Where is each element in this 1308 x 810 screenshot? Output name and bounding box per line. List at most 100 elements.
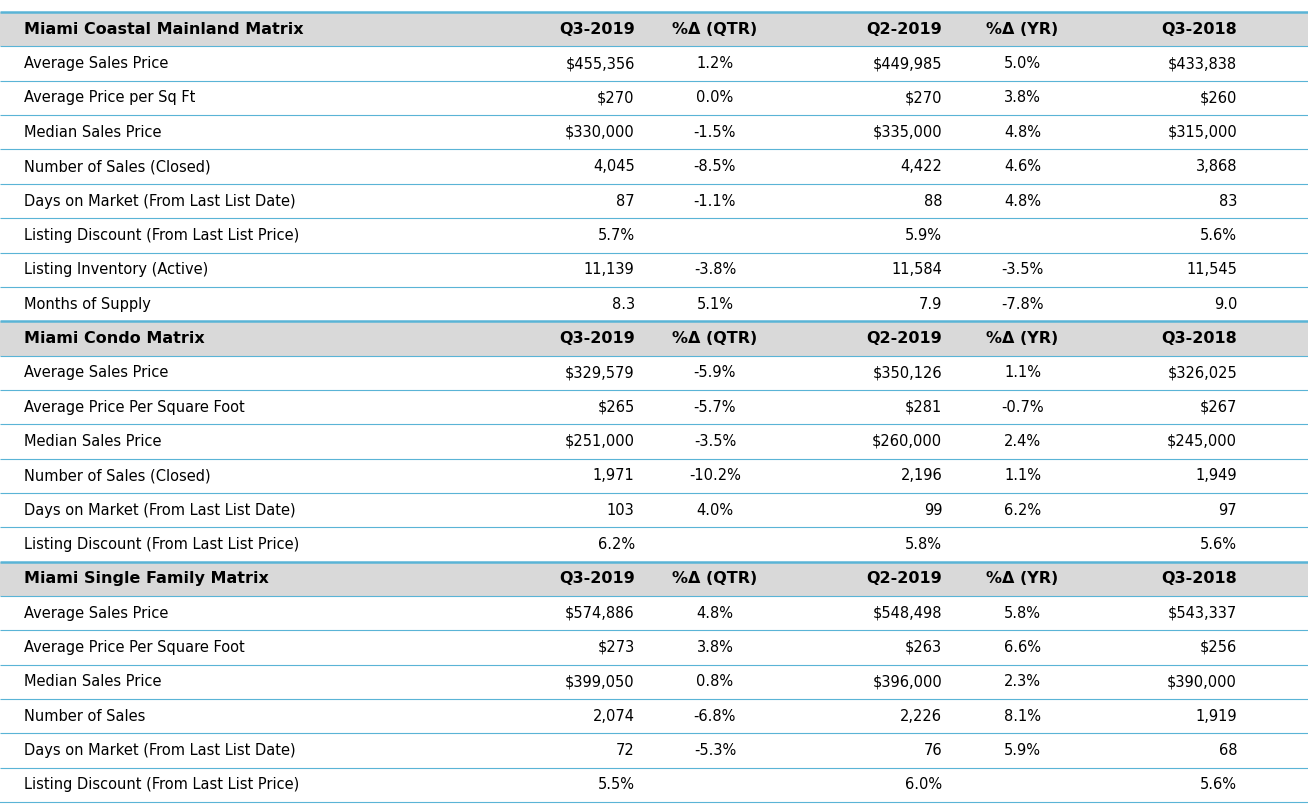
- Text: 0.8%: 0.8%: [696, 674, 734, 689]
- Text: 4.6%: 4.6%: [1005, 160, 1041, 174]
- Bar: [0, 253, 1308, 287]
- Text: 68: 68: [1219, 743, 1237, 758]
- Text: 72: 72: [616, 743, 634, 758]
- Text: Number of Sales (Closed): Number of Sales (Closed): [24, 160, 211, 174]
- Text: Miami Single Family Matrix: Miami Single Family Matrix: [24, 571, 268, 586]
- Text: $326,025: $326,025: [1167, 365, 1237, 380]
- Text: -7.8%: -7.8%: [1002, 296, 1044, 312]
- Bar: [0, 768, 1308, 802]
- Bar: [0, 527, 1308, 561]
- Text: Q3-2019: Q3-2019: [559, 571, 634, 586]
- Text: Listing Discount (From Last List Price): Listing Discount (From Last List Price): [24, 778, 298, 792]
- Text: Miami Coastal Mainland Matrix: Miami Coastal Mainland Matrix: [24, 22, 303, 36]
- Text: -3.8%: -3.8%: [693, 262, 736, 277]
- Text: Average Price per Sq Ft: Average Price per Sq Ft: [24, 91, 195, 105]
- Text: $281: $281: [905, 399, 942, 415]
- Text: -5.9%: -5.9%: [693, 365, 736, 380]
- Bar: [0, 46, 1308, 81]
- Text: Average Sales Price: Average Sales Price: [24, 365, 167, 380]
- Text: 8.3: 8.3: [612, 296, 634, 312]
- Text: Q2-2019: Q2-2019: [866, 330, 942, 346]
- Text: 6.2%: 6.2%: [598, 537, 634, 552]
- Text: $267: $267: [1199, 399, 1237, 415]
- Text: -1.1%: -1.1%: [693, 194, 736, 208]
- Text: $574,886: $574,886: [565, 606, 634, 620]
- Text: 0.0%: 0.0%: [696, 91, 734, 105]
- Text: 5.0%: 5.0%: [1005, 56, 1041, 71]
- Text: $260: $260: [1199, 91, 1237, 105]
- Text: 6.2%: 6.2%: [1005, 502, 1041, 518]
- Text: Average Price Per Square Foot: Average Price Per Square Foot: [24, 399, 245, 415]
- Text: 99: 99: [923, 502, 942, 518]
- Text: 5.6%: 5.6%: [1201, 228, 1237, 243]
- Bar: [0, 630, 1308, 664]
- Text: 3.8%: 3.8%: [1005, 91, 1041, 105]
- Text: -6.8%: -6.8%: [693, 709, 736, 723]
- Text: 5.8%: 5.8%: [905, 537, 942, 552]
- Text: 11,545: 11,545: [1186, 262, 1237, 277]
- Text: $251,000: $251,000: [565, 434, 634, 449]
- Text: $263: $263: [905, 640, 942, 654]
- Text: 4.0%: 4.0%: [696, 502, 734, 518]
- Bar: [0, 733, 1308, 768]
- Text: %Δ (QTR): %Δ (QTR): [672, 571, 757, 586]
- Text: 3.8%: 3.8%: [696, 640, 734, 654]
- Text: -1.5%: -1.5%: [693, 125, 736, 140]
- Text: $315,000: $315,000: [1167, 125, 1237, 140]
- Bar: [0, 12, 1308, 46]
- Text: 88: 88: [923, 194, 942, 208]
- Text: -0.7%: -0.7%: [1001, 399, 1044, 415]
- Bar: [0, 150, 1308, 184]
- Text: Average Sales Price: Average Sales Price: [24, 56, 167, 71]
- Text: $433,838: $433,838: [1168, 56, 1237, 71]
- Text: Q2-2019: Q2-2019: [866, 571, 942, 586]
- Text: 87: 87: [616, 194, 634, 208]
- Text: 5.6%: 5.6%: [1201, 537, 1237, 552]
- Text: 76: 76: [923, 743, 942, 758]
- Text: Q3-2019: Q3-2019: [559, 330, 634, 346]
- Text: Number of Sales: Number of Sales: [24, 709, 145, 723]
- Text: %Δ (QTR): %Δ (QTR): [672, 22, 757, 36]
- Text: $399,050: $399,050: [565, 674, 634, 689]
- Text: $449,985: $449,985: [872, 56, 942, 71]
- Text: Median Sales Price: Median Sales Price: [24, 674, 161, 689]
- Text: Q3-2018: Q3-2018: [1162, 571, 1237, 586]
- Text: Q2-2019: Q2-2019: [866, 22, 942, 36]
- Text: 6.6%: 6.6%: [1005, 640, 1041, 654]
- Bar: [0, 322, 1308, 356]
- Text: 5.9%: 5.9%: [1005, 743, 1041, 758]
- Text: 4,045: 4,045: [593, 160, 634, 174]
- Text: 5.1%: 5.1%: [696, 296, 734, 312]
- Bar: [0, 561, 1308, 596]
- Text: $329,579: $329,579: [565, 365, 634, 380]
- Bar: [0, 218, 1308, 253]
- Text: $256: $256: [1199, 640, 1237, 654]
- Text: $396,000: $396,000: [872, 674, 942, 689]
- Text: 1,919: 1,919: [1196, 709, 1237, 723]
- Text: 97: 97: [1219, 502, 1237, 518]
- Text: Days on Market (From Last List Date): Days on Market (From Last List Date): [24, 194, 296, 208]
- Text: $273: $273: [598, 640, 634, 654]
- Text: $543,337: $543,337: [1168, 606, 1237, 620]
- Text: %Δ (QTR): %Δ (QTR): [672, 330, 757, 346]
- Text: $270: $270: [598, 91, 634, 105]
- Text: $270: $270: [905, 91, 942, 105]
- Text: 11,139: 11,139: [583, 262, 634, 277]
- Text: $330,000: $330,000: [565, 125, 634, 140]
- Text: %Δ (YR): %Δ (YR): [986, 571, 1058, 586]
- Text: $455,356: $455,356: [565, 56, 634, 71]
- Bar: [0, 390, 1308, 424]
- Text: 3,868: 3,868: [1196, 160, 1237, 174]
- Text: 2,196: 2,196: [900, 468, 942, 484]
- Text: 1.1%: 1.1%: [1005, 468, 1041, 484]
- Text: 5.7%: 5.7%: [598, 228, 634, 243]
- Text: 1.1%: 1.1%: [1005, 365, 1041, 380]
- Text: Miami Condo Matrix: Miami Condo Matrix: [24, 330, 204, 346]
- Text: 4.8%: 4.8%: [1005, 194, 1041, 208]
- Text: 9.0: 9.0: [1214, 296, 1237, 312]
- Text: Listing Discount (From Last List Price): Listing Discount (From Last List Price): [24, 537, 298, 552]
- Text: Median Sales Price: Median Sales Price: [24, 125, 161, 140]
- Text: Q3-2018: Q3-2018: [1162, 22, 1237, 36]
- Bar: [0, 424, 1308, 458]
- Text: $335,000: $335,000: [872, 125, 942, 140]
